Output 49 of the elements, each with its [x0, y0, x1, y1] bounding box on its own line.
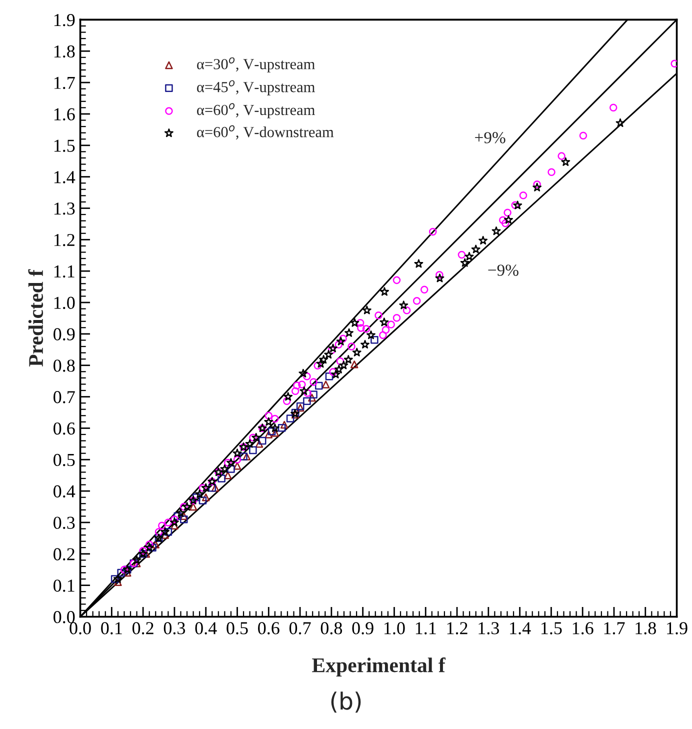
x-tick-label: 0.2 [132, 622, 154, 634]
x-tick-label: 1.4 [510, 622, 531, 634]
y-tick-label: 0.5 [54, 454, 75, 466]
legend-label: α=45$^{o}$, V-upstream [197, 80, 315, 96]
y-axis-title: Predicted f [28, 269, 44, 367]
legend-label: α=60$^{o}$, V-downstream [197, 125, 334, 140]
y-tick-label: 0.2 [54, 548, 74, 560]
text: (b) [331, 692, 361, 713]
y-tick-label: 1.0 [54, 296, 75, 310]
annotation: +9% [475, 132, 506, 144]
y-tick-label: 1.7 [54, 76, 75, 90]
x-tick-label: 0.6 [258, 622, 280, 634]
legend-label: α=60$^{o}$, V-upstream [197, 103, 315, 118]
x-axis-title: Experimental f [312, 657, 446, 677]
y-tick-label: 0.7 [54, 391, 75, 404]
x-tick-label: 1.3 [478, 622, 499, 634]
y-tick-label: 1.1 [54, 265, 74, 278]
x-tick-label: 1.9 [667, 622, 688, 634]
y-tick-label: 1.2 [54, 234, 74, 246]
x-tick-label: 0.4 [195, 622, 217, 634]
x-tick-label: 1.1 [416, 622, 436, 634]
x-tick-label: 1.2 [447, 622, 468, 634]
y-tick-label: 0.6 [54, 422, 75, 435]
y-tick-label: 1.8 [54, 45, 75, 58]
x-tick-label: 0.7 [289, 622, 311, 634]
x-tick-label: 0.0 [70, 622, 91, 634]
y-tick-label: 1.3 [54, 202, 75, 215]
y-tick-label: 1.6 [54, 108, 75, 120]
x-tick-label: 1.5 [542, 622, 562, 634]
y-tick-label: 1.9 [54, 14, 75, 26]
y-tick-label: 0.9 [54, 328, 75, 340]
x-tick-label: 0.9 [352, 622, 374, 634]
x-tick-label: 1.7 [604, 622, 625, 634]
x-tick-label: 1.6 [572, 622, 594, 634]
x-tick-label: 0.1 [101, 622, 122, 634]
x-tick-label: 1.0 [384, 622, 405, 634]
y-tick-label: 0.4 [54, 485, 76, 498]
y-tick-label: 0.0 [54, 610, 75, 624]
x-tick-label: 0.5 [226, 622, 248, 634]
annotation: −9% [488, 264, 518, 276]
x-tick-label: 0.3 [164, 622, 186, 634]
y-tick-label: 1.5 [54, 140, 75, 152]
y-tick-label: 1.4 [54, 171, 76, 184]
x-tick-label: 0.8 [320, 622, 342, 634]
x-tick-label: 1.8 [636, 622, 656, 634]
y-tick-label: 0.8 [54, 360, 75, 372]
y-tick-label: 0.3 [54, 516, 75, 529]
y-tick-label: 0.1 [54, 580, 74, 592]
legend-label: α=30$^{o}$, V-upstream [197, 57, 315, 72]
